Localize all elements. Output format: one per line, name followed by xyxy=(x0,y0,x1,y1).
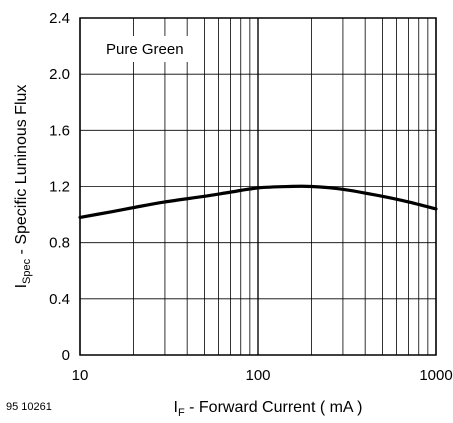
x-tick-labels: 10 100 1000 xyxy=(72,367,453,384)
y-axis-label-main: I xyxy=(13,284,30,288)
y-tick-label: 1.2 xyxy=(49,179,70,196)
y-tick-labels: 0 0.4 0.8 1.2 1.6 2.0 2.4 xyxy=(49,10,70,364)
x-axis-label-sub: F xyxy=(178,407,185,419)
y-tick-label: 0.8 xyxy=(49,235,70,252)
series-line xyxy=(78,184,438,219)
x-tick-label: 10 xyxy=(72,367,89,384)
y-tick-label: 0 xyxy=(62,347,70,364)
x-axis-label: IF - Forward Current ( mA ) xyxy=(174,399,363,419)
series-layer xyxy=(78,184,438,219)
y-tick-label: 1.6 xyxy=(49,122,70,139)
x-axis-label-main: I xyxy=(174,399,178,416)
y-axis-label-rest: - Specific Luninous Flux xyxy=(13,85,30,259)
y-tick-label: 2.4 xyxy=(49,10,70,27)
figure-code: 95 10261 xyxy=(6,401,52,413)
x-tick-label: 1000 xyxy=(419,367,452,384)
y-axis-label-sub: Spec xyxy=(21,258,33,284)
legend: Pure Green xyxy=(100,36,198,62)
x-axis-label-rest: - Forward Current ( mA ) xyxy=(185,399,363,416)
legend-box xyxy=(100,36,198,62)
y-axis-label: ISpec - Specific Luninous Flux xyxy=(13,85,33,289)
legend-label: Pure Green xyxy=(106,41,184,58)
plot-frame xyxy=(79,17,437,356)
x-tick-label: 100 xyxy=(245,367,270,384)
grid xyxy=(79,17,437,356)
y-tick-label: 2.0 xyxy=(49,66,70,83)
y-tick-label: 0.4 xyxy=(49,291,70,308)
